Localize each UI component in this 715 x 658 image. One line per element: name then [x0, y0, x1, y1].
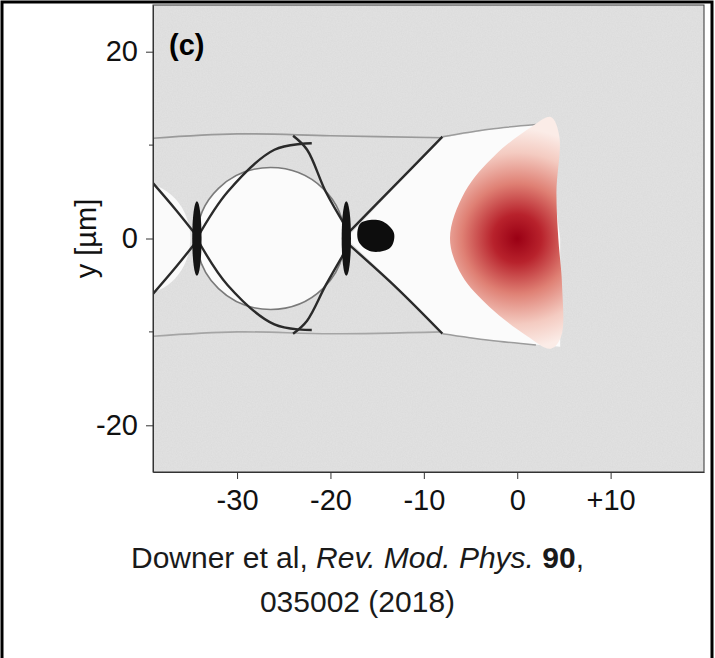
x-tick-mark [517, 472, 518, 479]
plot-image [153, 5, 704, 472]
citation-line: 035002 (2018) [260, 585, 455, 618]
sheath-line [293, 136, 347, 229]
y-tick-label: 20 [106, 35, 138, 67]
x-axis-line [154, 472, 705, 473]
y-tick: 20 [106, 35, 153, 67]
density-spike [342, 201, 351, 276]
citation-part: Rev. Mod. Phys. [316, 541, 534, 574]
electron-bunch [357, 220, 394, 252]
laser-pulse [450, 117, 563, 349]
plot-frame [153, 5, 704, 472]
y-tick: -20 [96, 409, 153, 441]
sheath-line [153, 178, 195, 234]
y-minor-tick [149, 331, 153, 332]
ion-cavity [153, 182, 190, 294]
plasma-strand [153, 134, 443, 139]
y-tick-label: -20 [96, 409, 138, 441]
x-axis: -30 -20 -10 0 +10 [154, 472, 705, 516]
x-tick: -30 [217, 472, 259, 516]
sheath-line [197, 143, 312, 238]
x-tick: +10 [587, 472, 636, 516]
ion-cavity [197, 168, 345, 310]
x-tick-label: -10 [403, 484, 445, 516]
x-tick-mark [424, 472, 425, 479]
y-tick-mark [146, 52, 153, 53]
x-tick: -20 [310, 472, 352, 516]
sheath-line [347, 243, 442, 334]
sheath-line [293, 248, 347, 334]
plasma-strand [153, 332, 443, 337]
noise-texture [153, 5, 704, 472]
y-tick-label: 0 [122, 222, 138, 254]
citation-part: , [576, 541, 584, 574]
citation-part: 90 [534, 541, 576, 574]
x-tick-mark [330, 472, 331, 479]
x-tick-label: -20 [310, 484, 352, 516]
x-tick-mark [237, 472, 238, 479]
x-tick: 0 [510, 472, 526, 516]
y-minor-tick [149, 145, 153, 146]
sheath-line [347, 137, 442, 234]
figure: -30 -20 -10 0 +10 20 0 -20 y [µm] (c) Downer et al… [0, 0, 715, 658]
sheath-line [197, 239, 312, 331]
citation-part: Downer et al, [131, 541, 316, 574]
x-tick: -10 [403, 472, 445, 516]
y-tick: 0 [122, 222, 153, 254]
x-tick-mark [611, 472, 612, 479]
sheath-line [443, 334, 536, 345]
citation-part: 035002 (2018) [260, 585, 455, 618]
density-spike [192, 201, 201, 276]
sheath-line [153, 243, 195, 299]
x-tick-label: 0 [510, 484, 526, 516]
background [153, 5, 704, 472]
y-axis: 20 0 -20 [96, 6, 153, 473]
outer-frame [2, 2, 712, 658]
y-axis-title: y [µm] [70, 199, 102, 279]
panel-label: (c) [169, 29, 204, 61]
y-tick-mark [146, 239, 153, 240]
y-axis-line [153, 6, 154, 473]
x-tick-label: -30 [217, 484, 259, 516]
x-tick-label: +10 [587, 484, 636, 516]
citation-line: Downer et al, Rev. Mod. Phys. 90, [131, 541, 584, 574]
y-tick-mark [146, 425, 153, 426]
